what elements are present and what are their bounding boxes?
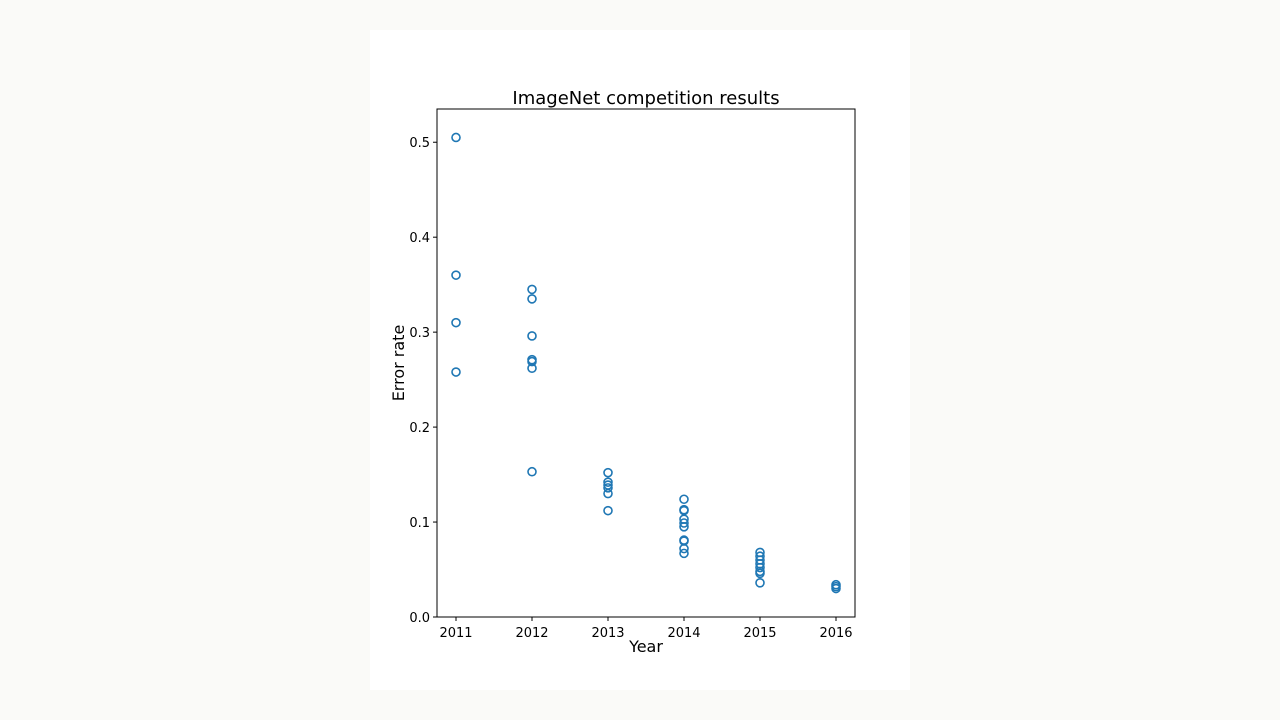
data-point [755, 578, 765, 588]
data-point [451, 270, 461, 280]
y-tick-label: 0.1 [409, 516, 430, 531]
y-tick-label: 0.0 [409, 611, 430, 626]
x-tick-label: 2016 [819, 626, 852, 641]
data-point [527, 331, 537, 341]
data-point [603, 488, 613, 499]
data-point [451, 317, 461, 328]
y-tick-label: 0.3 [409, 326, 430, 341]
data-point [603, 505, 613, 516]
data-point [679, 543, 689, 554]
y-tick-label: 0.2 [409, 421, 430, 436]
x-tick-label: 2015 [743, 626, 776, 641]
data-point [451, 132, 461, 143]
data-point [603, 483, 613, 493]
plot-frame [436, 108, 856, 618]
y-axis-label: Error rate [389, 325, 408, 402]
x-tick-label: 2011 [439, 626, 472, 641]
data-point [831, 583, 841, 594]
data-point [679, 521, 689, 532]
chart-title: ImageNet competition results [512, 88, 779, 109]
data-point [679, 518, 689, 528]
scatter-chart: ImageNet competition results 0.00.10.20.… [389, 88, 856, 656]
x-axis: 2011 2012 2013 2014 2015 2016 [439, 617, 853, 641]
chart-card: ImageNet competition results 0.0 0.1 0.2 0.… [370, 30, 910, 690]
data-point [603, 477, 613, 487]
data-point [527, 284, 537, 295]
x-tick-label: 2013 [591, 626, 624, 641]
data-point [679, 494, 689, 505]
x-tick-label: 2014 [667, 626, 700, 641]
y-tick-label: 0.5 [409, 136, 430, 151]
x-tick-label: 2012 [515, 626, 548, 641]
y-tick-label: 0.4 [409, 231, 430, 246]
y-axis: 0.0 0.1 0.2 0.3 0.4 0.5 [409, 136, 437, 626]
data-point [527, 363, 537, 374]
data-point [527, 294, 537, 304]
data-points [451, 132, 841, 594]
data-point [679, 548, 689, 559]
data-point [527, 356, 537, 367]
x-axis-label: Year [628, 637, 663, 656]
data-point [527, 466, 537, 477]
data-point [451, 367, 461, 377]
data-point [755, 568, 765, 579]
data-point [755, 562, 765, 573]
data-point [603, 467, 613, 478]
